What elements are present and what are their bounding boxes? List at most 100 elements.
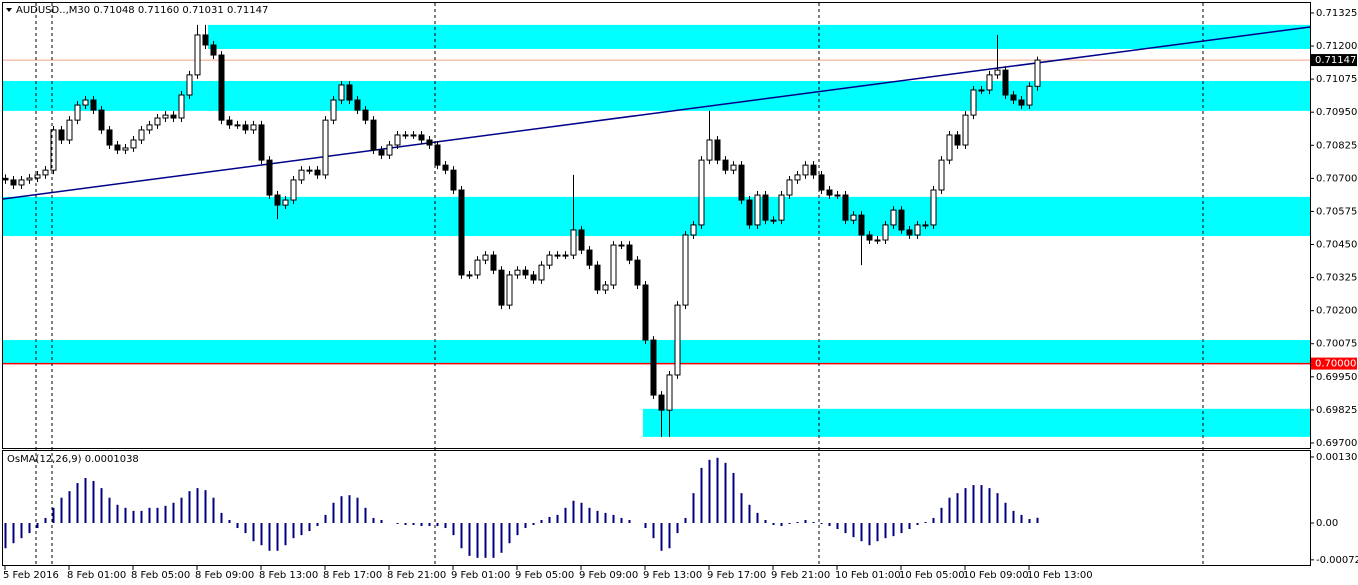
y-tick-label: 0.69700 — [1316, 438, 1357, 449]
candle-body — [1026, 85, 1033, 106]
candle-body — [146, 124, 153, 131]
candle-body — [874, 239, 881, 242]
oscillator-header: OsMA(12,26,9) 0.0001038 — [7, 454, 139, 465]
candle-body — [290, 179, 297, 201]
candle-body — [378, 149, 385, 156]
candle-body — [202, 34, 209, 46]
candle-body — [882, 224, 889, 241]
candle-body — [594, 264, 601, 291]
candle-body — [2, 177, 9, 181]
candle-body — [42, 169, 49, 176]
candle-body — [698, 159, 705, 226]
y-tick-label: 0.70950 — [1316, 107, 1357, 118]
candle-body — [778, 194, 785, 221]
collapse-icon[interactable] — [6, 8, 12, 12]
candle-body — [754, 194, 761, 226]
candle-body — [122, 147, 129, 151]
y-tick-label: 0.69950 — [1316, 372, 1357, 383]
candle-body — [394, 134, 401, 146]
candle-body — [890, 209, 897, 226]
candle-body — [50, 129, 57, 171]
zone — [3, 80, 1310, 111]
y-tick-label: 0.71325 — [1316, 8, 1357, 19]
oscillator-y-tick-label: 0.00 — [1316, 518, 1338, 529]
candle-body — [770, 219, 777, 222]
zone — [3, 196, 1310, 237]
x-tick-label: 10 Feb 05:00 — [899, 570, 965, 581]
candle-body — [370, 119, 377, 151]
candle-body — [1002, 69, 1009, 96]
candle-body — [538, 264, 545, 281]
candle-body — [650, 339, 657, 396]
candle-body — [362, 109, 369, 121]
chart-header: AUDUSD..,M30 0.71048 0.71160 0.71031 0.7… — [16, 5, 268, 16]
candle-body — [714, 139, 721, 161]
x-tick-label: 9 Feb 01:00 — [451, 570, 510, 581]
candle-body — [730, 164, 737, 171]
x-tick-label: 8 Feb 21:00 — [387, 570, 446, 581]
candle-body — [930, 189, 937, 226]
candle-body — [490, 254, 497, 271]
candle-body — [130, 139, 137, 149]
oscillator-panel-frame — [2, 450, 1311, 566]
y-tick-label: 0.70700 — [1316, 173, 1357, 184]
candle-body — [506, 274, 513, 306]
candle-body — [498, 269, 505, 306]
x-tick-label: 8 Feb 17:00 — [323, 570, 382, 581]
y-tick-label: 0.70825 — [1316, 140, 1357, 151]
candle-body — [954, 134, 961, 146]
candle-body — [90, 99, 97, 111]
x-tick-label: 9 Feb 09:00 — [579, 570, 638, 581]
oscillator-title: OsMA(12,26,9) — [7, 454, 82, 465]
candle-body — [426, 139, 433, 146]
candle-body — [834, 194, 841, 197]
candle-body — [1034, 59, 1041, 87]
candle-body — [978, 89, 985, 92]
candle-body — [786, 179, 793, 196]
x-tick-label: 10 Feb 09:00 — [963, 570, 1029, 581]
candle-body — [522, 269, 529, 276]
main-panel-frame — [2, 2, 1311, 449]
x-tick-label: 9 Feb 05:00 — [515, 570, 574, 581]
x-tick-label: 10 Feb 13:00 — [1027, 570, 1093, 581]
oscillator-y-tick-label: 0.001306 — [1316, 452, 1358, 463]
candle-body — [738, 164, 745, 201]
candle-body — [386, 144, 393, 156]
current-price-label: 0.71147 — [1315, 55, 1356, 66]
candle-body — [690, 224, 697, 236]
x-tick-label: 8 Feb 05:00 — [131, 570, 190, 581]
candle-body — [514, 269, 521, 276]
candle-body — [610, 244, 617, 286]
x-tick-label: 10 Feb 01:00 — [835, 570, 901, 581]
candle-body — [18, 179, 25, 186]
candle-body — [682, 234, 689, 306]
candle-body — [234, 124, 241, 127]
candle-body — [850, 214, 857, 221]
candle-body — [1018, 99, 1025, 106]
candle-body — [922, 224, 929, 227]
candle-body — [866, 234, 873, 241]
candle-body — [706, 139, 713, 161]
candle-body — [658, 394, 665, 411]
candle-body — [106, 129, 113, 146]
header-close: 0.71147 — [227, 5, 268, 16]
y-tick-label: 0.71200 — [1316, 41, 1357, 52]
level-label: 0.70000 — [1315, 359, 1356, 370]
y-tick-label: 0.69825 — [1316, 405, 1357, 416]
candle-body — [906, 229, 913, 236]
candle-body — [10, 179, 17, 186]
candle-body — [218, 54, 225, 121]
candle-body — [994, 69, 1001, 76]
candle-body — [210, 44, 217, 56]
candle-body — [722, 159, 729, 171]
candle-body — [154, 117, 161, 126]
candle-body — [554, 254, 561, 257]
candle-body — [674, 304, 681, 376]
current-price-label-box — [1311, 54, 1357, 67]
candle-body — [794, 174, 801, 181]
candle-body — [810, 164, 817, 176]
trendline — [2, 26, 1311, 200]
candle-body — [914, 224, 921, 236]
candle-body — [826, 189, 833, 196]
header-open: 0.71048 — [93, 5, 134, 16]
